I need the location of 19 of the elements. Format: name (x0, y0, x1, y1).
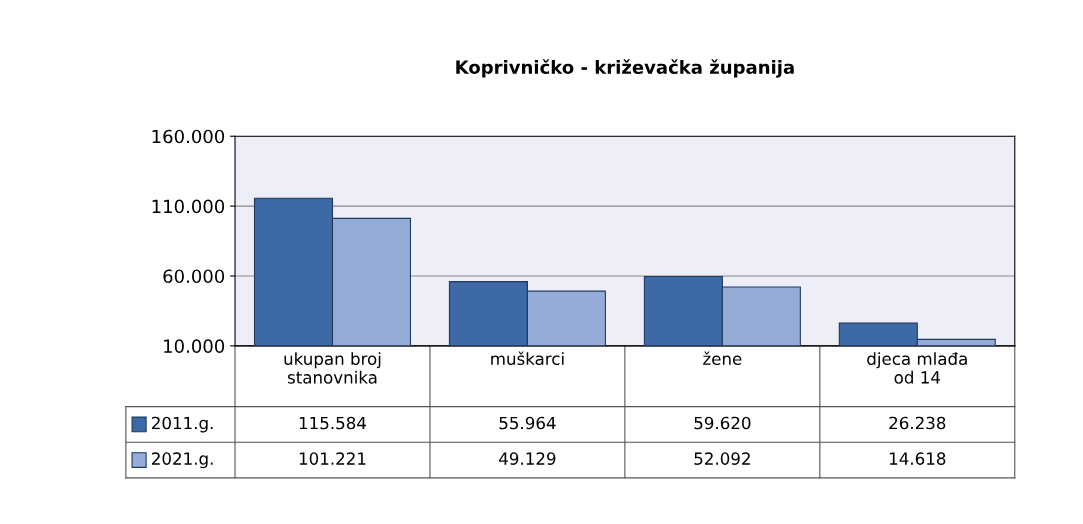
legend-label: 2011.g. (152, 416, 213, 433)
y-tick-label: 60.000 (163, 269, 225, 284)
x-tick-label: djeca mlađa od 14 (867, 352, 967, 384)
data-label: 52.092 (694, 452, 750, 465)
legend-label: 2021.g. (152, 452, 213, 469)
y-tick-label: 160.000 (152, 129, 225, 144)
data-label: 49.129 (499, 452, 556, 465)
y-tick-label: 110.000 (152, 199, 225, 214)
data-label: 59.620 (694, 416, 751, 430)
x-tick-label: muškarci (491, 351, 564, 366)
chart-title: Koprivničko - križevačka županija (456, 59, 794, 78)
x-tick-label: ukupan broj stanovnika (284, 352, 381, 384)
data-label: 101.221 (299, 452, 366, 465)
data-label: 115.584 (299, 416, 367, 430)
data-label: 55.964 (499, 416, 556, 430)
data-label: 14.618 (889, 452, 946, 465)
x-tick-label: žene (703, 351, 742, 366)
y-tick-label: 10.000 (164, 339, 225, 353)
data-label: 26.238 (889, 416, 946, 430)
